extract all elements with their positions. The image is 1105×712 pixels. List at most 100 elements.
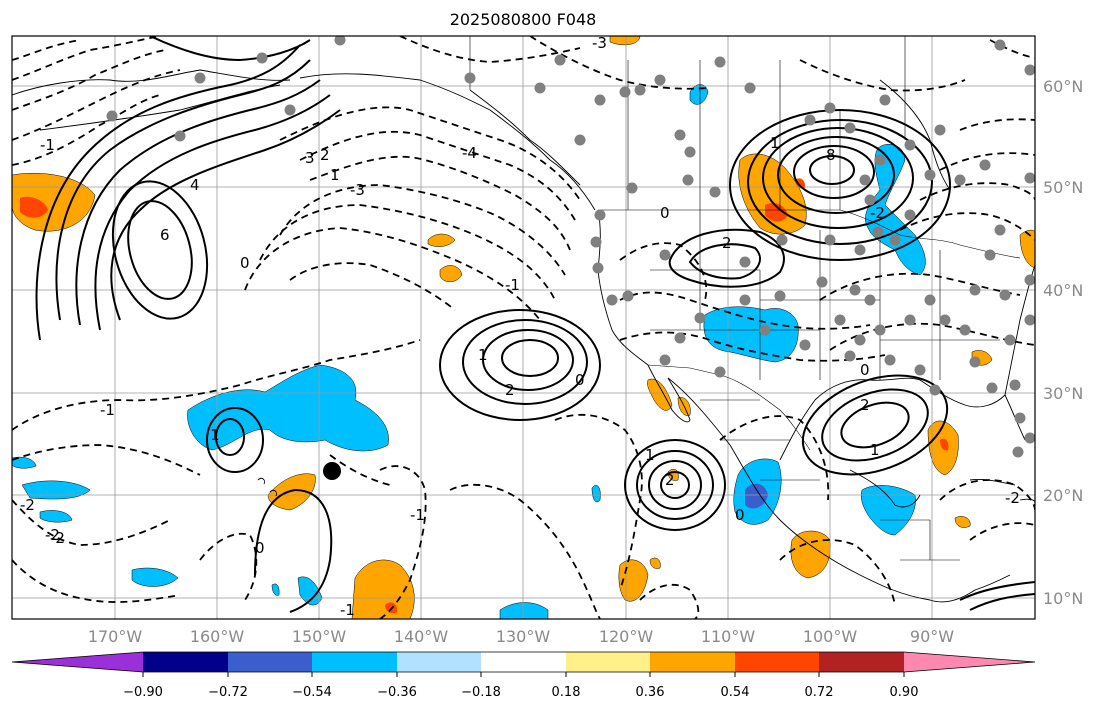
contour-pos-can-6 bbox=[809, 155, 855, 185]
contour-neg-15 bbox=[12, 499, 171, 546]
colorbar-bin-1 bbox=[143, 652, 228, 672]
colorbar-bin-7 bbox=[650, 652, 735, 672]
contour-pos-hi-2 bbox=[215, 418, 245, 456]
contour-neg-26 bbox=[919, 182, 1035, 201]
contour-labels: 6 4 3 2 1 0 -1 -2 -3 -4 8 2 1 0 -1 -2 2 … bbox=[20, 34, 1020, 619]
contour-neg-8 bbox=[309, 155, 571, 251]
contour-neg-5 bbox=[12, 94, 161, 166]
clabel-2: 4 bbox=[190, 176, 200, 194]
contour-neg-31 bbox=[529, 36, 711, 90]
station-dot bbox=[854, 244, 866, 256]
clabel-14: 0 bbox=[660, 204, 670, 222]
station-dot bbox=[816, 276, 828, 288]
station-dot bbox=[682, 174, 694, 186]
station-dot bbox=[934, 124, 946, 136]
coast-alaska-west bbox=[12, 69, 291, 96]
contour-pos-gulf-1 bbox=[801, 374, 949, 476]
colorbar-tick-6: 0.18 bbox=[552, 685, 581, 700]
shade-blue-central-am bbox=[861, 485, 916, 536]
station-dot bbox=[464, 72, 476, 84]
contour-neg-6 bbox=[279, 106, 581, 201]
coast-alaska-panhandle bbox=[469, 89, 581, 186]
location-marker bbox=[323, 462, 341, 480]
clabel-17: 2 bbox=[505, 381, 515, 399]
coast-central-am bbox=[929, 574, 1011, 603]
contour-neg-17 bbox=[379, 465, 427, 619]
clabel-30: -2 bbox=[1005, 489, 1020, 507]
coast-baja bbox=[647, 364, 691, 423]
colorbar-bin-3 bbox=[312, 652, 397, 672]
clabel-13: 1 bbox=[770, 134, 780, 152]
colorbar-tick-7: 0.36 bbox=[636, 685, 665, 700]
station-dot bbox=[659, 354, 671, 366]
station-dot bbox=[954, 174, 966, 186]
contour-neg-18 bbox=[449, 483, 601, 619]
coast-hudson bbox=[879, 79, 951, 191]
positive-contours bbox=[35, 36, 1035, 613]
contour-pos-can-1 bbox=[729, 109, 951, 261]
contour-neg-1 bbox=[12, 39, 81, 61]
station-dot bbox=[694, 312, 706, 324]
station-dot bbox=[849, 284, 861, 296]
coast-gulf-alaska bbox=[299, 73, 596, 211]
station-dot bbox=[106, 110, 118, 122]
clabel-1: 6 bbox=[160, 226, 170, 244]
station-dot bbox=[776, 234, 788, 246]
station-dot bbox=[574, 134, 586, 146]
lon-axis: 170°W 160°W 150°W 140°W 130°W 120°W 110°… bbox=[88, 627, 954, 646]
lat-label-20n: 20°N bbox=[1043, 486, 1083, 505]
contour-neg-4 bbox=[12, 69, 181, 141]
station-dot bbox=[1024, 64, 1035, 76]
lon-label-110w: 110°W bbox=[701, 627, 756, 646]
contour-neg-36 bbox=[969, 522, 1035, 541]
clabel-26: -1 bbox=[410, 506, 425, 524]
station-dot bbox=[634, 84, 646, 96]
contour-pos-ep-3 bbox=[648, 460, 702, 510]
clabel-22: -3 bbox=[592, 34, 607, 52]
station-dot bbox=[674, 332, 686, 344]
station-dot bbox=[674, 129, 686, 141]
station-dot bbox=[904, 209, 916, 221]
shade-blue-hawaii bbox=[187, 364, 389, 452]
colorbar-tick-2: −0.72 bbox=[208, 685, 248, 700]
shade-orange-east-coast bbox=[1019, 229, 1035, 269]
station-dot bbox=[739, 294, 751, 306]
lon-label-160w: 160°W bbox=[190, 627, 245, 646]
station-dot bbox=[709, 186, 721, 198]
station-dot bbox=[606, 294, 618, 306]
station-dot bbox=[714, 366, 726, 378]
contour-neg-22 bbox=[619, 331, 886, 362]
station-dot bbox=[684, 146, 696, 158]
shade-darkblue-mexico bbox=[745, 483, 768, 509]
station-dot bbox=[904, 314, 916, 326]
station-dot bbox=[1012, 446, 1024, 458]
shade-blue-small-1 bbox=[591, 485, 601, 503]
station-dot bbox=[859, 174, 871, 186]
contour-neg-38 bbox=[639, 583, 700, 619]
border-central-am bbox=[880, 519, 960, 561]
station-markers bbox=[106, 36, 1035, 458]
station-dot bbox=[592, 262, 604, 274]
map-frame bbox=[11, 35, 1036, 620]
contour-pos-gulf-2 bbox=[821, 388, 929, 462]
station-dot bbox=[864, 194, 876, 206]
contour-pos-ca-1 bbox=[439, 309, 601, 421]
station-dot bbox=[654, 74, 666, 86]
station-dot bbox=[534, 82, 546, 94]
station-dot bbox=[874, 324, 886, 336]
station-dot bbox=[844, 122, 856, 134]
station-dot bbox=[884, 354, 896, 366]
contour-pos-1 bbox=[55, 59, 311, 321]
clabel-10: -4 bbox=[462, 144, 477, 162]
shade-orange-pacific-2 bbox=[439, 265, 463, 283]
map-title: 2025080800 F048 bbox=[450, 10, 597, 29]
colorbar-tick-4: −0.36 bbox=[377, 685, 417, 700]
shade-red-gulf bbox=[940, 438, 949, 451]
coast-mexico-west bbox=[667, 377, 931, 601]
station-dot bbox=[994, 39, 1006, 51]
station-dot bbox=[959, 324, 971, 336]
station-dot bbox=[889, 234, 901, 246]
colorbar-bin-9 bbox=[819, 652, 904, 672]
contour-neg-27 bbox=[939, 152, 1035, 171]
